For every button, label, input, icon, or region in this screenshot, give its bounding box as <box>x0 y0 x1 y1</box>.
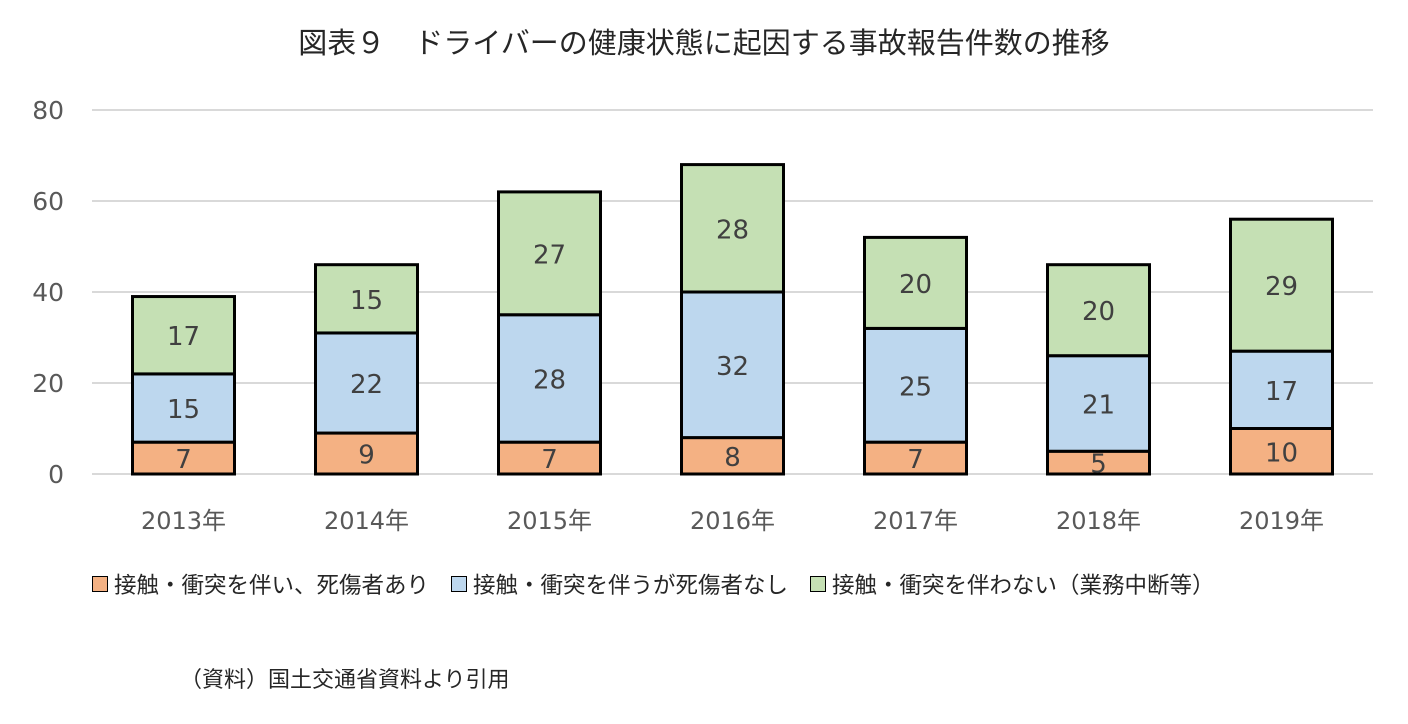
legend-label-injury: 接触・衝突を伴い、死傷者あり <box>114 573 430 599</box>
y-axis-ticks: 0 20 40 60 80 <box>32 96 64 489</box>
data-label: 9 <box>358 441 375 471</box>
data-label: 32 <box>716 352 749 382</box>
x-tick-label: 2017年 <box>873 507 958 535</box>
data-label: 15 <box>167 395 200 425</box>
legend-item-no-collision: 接触・衝突を伴わない（業務中断等） <box>810 568 1215 600</box>
chart-title: 図表９ ドライバーの健康状態に起因する事故報告件数の推移 <box>298 26 1110 60</box>
data-labels: 7 15 17 9 22 15 7 28 27 8 32 28 7 25 20 5 21 20 10 17 29 <box>167 215 1298 479</box>
data-label: 27 <box>533 240 566 270</box>
data-label: 20 <box>899 270 932 300</box>
x-tick-label: 2016年 <box>690 507 775 535</box>
bar-segment <box>1229 427 1334 476</box>
data-label: 28 <box>533 365 566 395</box>
data-label: 20 <box>1082 297 1115 327</box>
x-tick-label: 2014年 <box>324 507 409 535</box>
data-label: 17 <box>1265 377 1298 407</box>
data-label: 7 <box>175 445 192 475</box>
bar-segment <box>497 190 602 317</box>
data-label: 10 <box>1265 438 1298 468</box>
y-tick-label: 80 <box>32 96 64 125</box>
bar-segment <box>680 290 785 440</box>
bar-segment <box>314 331 419 435</box>
y-tick-label: 40 <box>32 278 64 307</box>
data-label: 15 <box>350 286 383 316</box>
bar-segment <box>1229 349 1334 430</box>
bar-segment <box>863 235 968 330</box>
bar-segment <box>1046 354 1151 453</box>
x-tick-label: 2019年 <box>1239 507 1324 535</box>
data-label: 8 <box>724 443 741 473</box>
legend-item-no-injury: 接触・衝突を伴うが死傷者なし <box>451 568 788 600</box>
bar-segment <box>1229 217 1334 353</box>
legend-swatch-no-collision <box>810 576 827 592</box>
bar-segment <box>680 436 785 476</box>
x-tick-label: 2015年 <box>507 507 592 535</box>
legend-swatch-no-injury <box>451 576 468 592</box>
bar-segment <box>497 313 602 444</box>
x-tick-label: 2018年 <box>1056 507 1141 535</box>
bar-segment <box>1046 263 1151 358</box>
x-tick-label: 2013年 <box>141 507 226 535</box>
y-tick-label: 60 <box>32 187 64 216</box>
data-label: 7 <box>907 445 924 475</box>
bar-segment <box>131 295 236 376</box>
legend-swatch-injury <box>92 576 108 592</box>
bar-segment <box>680 163 785 294</box>
data-label: 25 <box>899 372 932 402</box>
data-label: 29 <box>1265 272 1298 302</box>
bar-segment <box>131 372 236 444</box>
y-tick-label: 20 <box>32 369 64 398</box>
data-label: 22 <box>350 370 383 400</box>
data-label: 7 <box>541 445 558 475</box>
source-note: （資料）国土交通省資料より引用 <box>180 668 510 693</box>
bar-segment <box>131 440 236 476</box>
legend: 接触・衝突を伴い、死傷者あり 接触・衝突を伴うが死傷者なし 接触・衝突を伴わない… <box>92 566 1237 602</box>
legend-label-no-collision: 接触・衝突を伴わない（業務中断等） <box>832 573 1215 599</box>
legend-label-no-injury: 接触・衝突を伴うが死傷者なし <box>473 573 789 599</box>
bars <box>131 163 1334 476</box>
x-axis-ticks: 2013年 2014年 2015年 2016年 2017年 2018年 2019年 <box>141 507 1324 535</box>
legend-item-injury: 接触・衝突を伴い、死傷者あり <box>92 568 429 600</box>
data-label: 17 <box>167 322 200 352</box>
data-label: 5 <box>1090 450 1107 480</box>
data-label: 28 <box>716 215 749 245</box>
bar-segment <box>314 263 419 335</box>
y-tick-label: 0 <box>48 460 64 489</box>
data-label: 21 <box>1082 390 1115 420</box>
